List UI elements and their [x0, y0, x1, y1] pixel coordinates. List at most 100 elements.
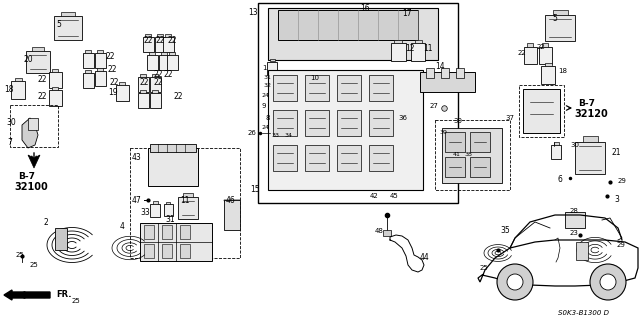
Text: 22: 22 [164, 70, 173, 79]
Text: 32100: 32100 [14, 182, 48, 192]
Bar [337, 110, 361, 136]
Text: 11: 11 [423, 44, 433, 53]
Bar [49, 72, 61, 88]
Bar [337, 75, 361, 101]
Bar [267, 62, 277, 75]
Text: 26: 26 [248, 130, 257, 136]
Text: 22: 22 [153, 78, 163, 87]
Bar [95, 53, 106, 68]
Text: 32120: 32120 [574, 109, 608, 119]
Text: 15: 15 [250, 185, 260, 194]
Text: 5: 5 [552, 14, 557, 23]
Text: S0K3-B1300 D: S0K3-B1300 D [558, 310, 609, 316]
Bar [166, 202, 170, 204]
Bar [575, 142, 605, 174]
Bar [180, 244, 190, 258]
Text: 8: 8 [265, 115, 269, 121]
Bar [269, 91, 278, 101]
Text: 33: 33 [272, 133, 280, 138]
Bar [576, 242, 588, 260]
Bar [157, 34, 163, 36]
Bar [276, 110, 280, 113]
Bar [442, 128, 502, 183]
Bar [148, 148, 198, 186]
Bar [541, 43, 548, 47]
Bar [289, 101, 293, 103]
Bar [152, 90, 157, 93]
Bar [411, 43, 425, 61]
Text: 22: 22 [537, 44, 546, 50]
Bar [258, 3, 458, 203]
Bar [144, 225, 154, 239]
Bar [273, 75, 297, 101]
Bar [85, 70, 91, 72]
Text: 22: 22 [108, 65, 118, 74]
Text: 34: 34 [285, 133, 293, 138]
Bar [85, 50, 91, 53]
Circle shape [507, 274, 523, 290]
Polygon shape [224, 200, 240, 204]
Text: 36: 36 [398, 115, 407, 121]
Text: 29: 29 [618, 178, 627, 184]
Bar [97, 50, 103, 53]
Polygon shape [28, 155, 40, 168]
Text: 19: 19 [108, 88, 118, 97]
Bar [152, 74, 157, 77]
Bar [394, 40, 402, 43]
Text: 25: 25 [480, 265, 489, 271]
Bar [115, 85, 129, 101]
Bar [269, 59, 275, 62]
Text: 10: 10 [310, 75, 319, 81]
Text: 25: 25 [30, 262, 39, 268]
Text: 11: 11 [180, 196, 189, 205]
Bar [273, 113, 282, 123]
Bar [415, 40, 422, 43]
Text: 22: 22 [153, 70, 163, 79]
Bar [369, 110, 393, 136]
Bar [49, 90, 61, 106]
Text: 18: 18 [558, 68, 567, 74]
Bar [273, 110, 297, 136]
Bar [140, 90, 146, 93]
Text: 25: 25 [72, 298, 81, 304]
Bar [145, 34, 151, 36]
Bar [445, 132, 465, 152]
Text: 22: 22 [174, 92, 184, 101]
Bar [552, 10, 568, 15]
Bar [163, 204, 173, 216]
Text: 7: 7 [7, 138, 12, 147]
Bar [26, 51, 50, 73]
Polygon shape [478, 240, 638, 286]
Bar [273, 70, 277, 72]
Bar [61, 12, 75, 16]
Bar [441, 68, 449, 78]
Text: FR.: FR. [56, 290, 72, 299]
Text: 22: 22 [156, 36, 166, 45]
Bar [152, 201, 157, 204]
Bar [138, 77, 148, 92]
Bar [97, 68, 103, 70]
Bar [163, 36, 173, 51]
Circle shape [497, 264, 533, 300]
Bar [162, 244, 172, 258]
Bar [582, 136, 598, 142]
Text: 22: 22 [518, 50, 527, 56]
Bar [337, 145, 361, 171]
Bar [279, 101, 283, 103]
Text: 32: 32 [264, 83, 272, 88]
Text: 16: 16 [360, 4, 370, 13]
Bar [15, 78, 22, 81]
Bar [11, 81, 25, 99]
Text: 45: 45 [390, 193, 399, 199]
Text: 28: 28 [570, 208, 579, 214]
Bar [435, 120, 510, 190]
Text: 5: 5 [56, 20, 61, 29]
Text: 48: 48 [375, 228, 384, 234]
Bar [10, 105, 58, 147]
Bar [305, 145, 329, 171]
Bar [95, 70, 106, 85]
Text: 9: 9 [262, 103, 266, 109]
Text: 17: 17 [402, 9, 412, 18]
Bar [390, 43, 406, 61]
Bar [166, 55, 177, 70]
